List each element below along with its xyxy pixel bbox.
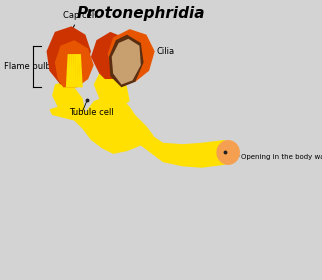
Polygon shape: [55, 40, 94, 87]
Polygon shape: [77, 54, 80, 87]
Text: Opening in the body wall: Opening in the body wall: [241, 154, 322, 160]
Polygon shape: [79, 54, 83, 87]
Polygon shape: [91, 32, 130, 79]
Polygon shape: [71, 54, 73, 87]
Polygon shape: [52, 82, 85, 115]
Text: Cap cell: Cap cell: [63, 11, 97, 28]
Polygon shape: [108, 29, 155, 82]
Polygon shape: [49, 96, 235, 168]
Text: Protonephridia: Protonephridia: [77, 6, 205, 20]
Ellipse shape: [216, 140, 240, 165]
Text: Cilia: Cilia: [156, 47, 174, 56]
Polygon shape: [75, 54, 78, 87]
Polygon shape: [73, 54, 76, 87]
Polygon shape: [68, 54, 72, 87]
Polygon shape: [66, 54, 70, 87]
Text: Flame bulb: Flame bulb: [4, 62, 51, 71]
Polygon shape: [94, 71, 130, 107]
Polygon shape: [109, 35, 144, 87]
Polygon shape: [112, 39, 141, 85]
Polygon shape: [47, 26, 91, 85]
Text: Tubule cell: Tubule cell: [69, 108, 113, 117]
